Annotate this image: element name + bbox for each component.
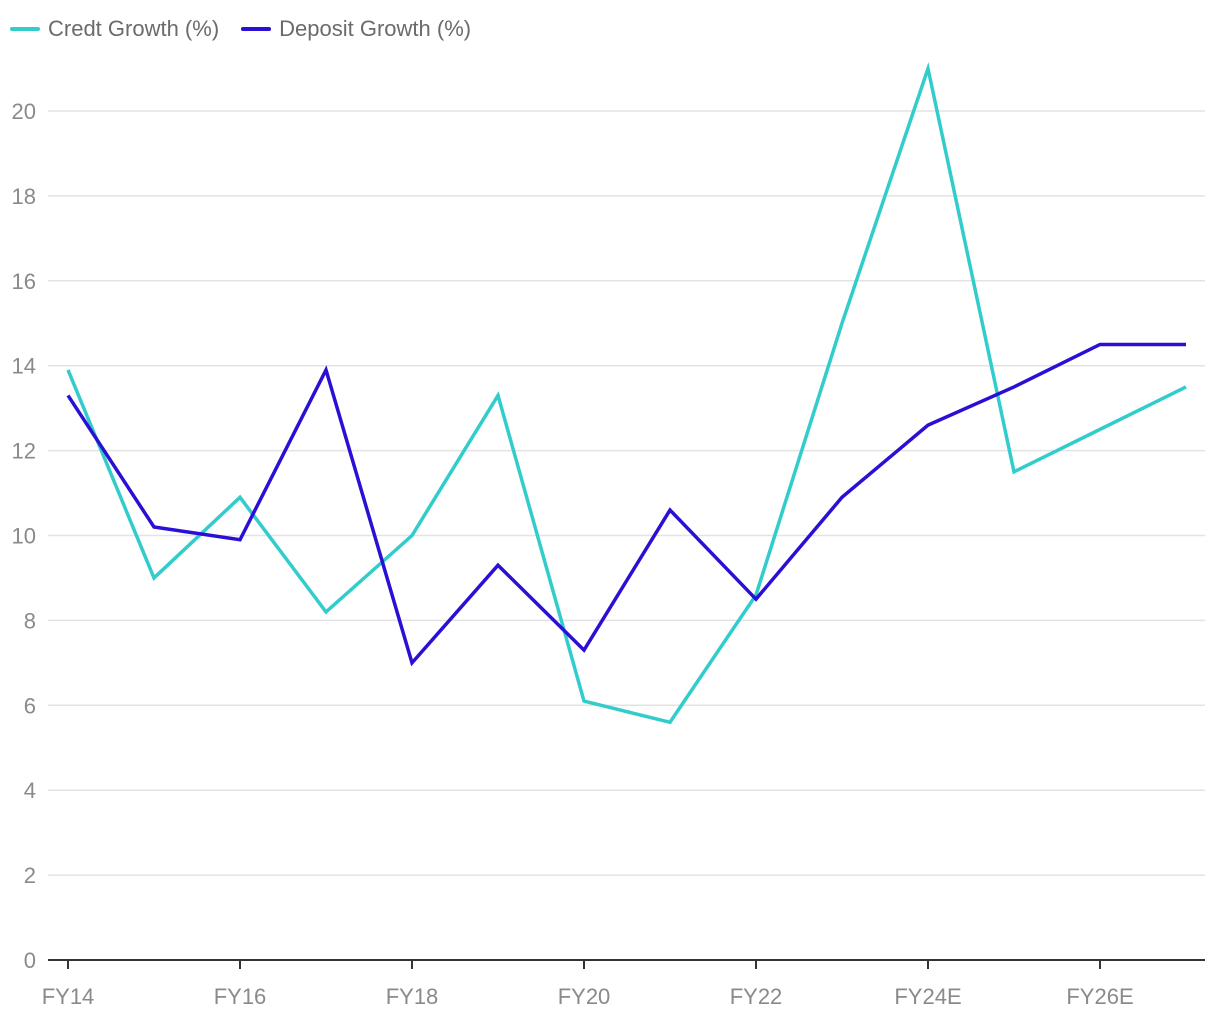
y-tick-label: 16 xyxy=(12,269,36,294)
y-tick-label: 14 xyxy=(12,354,36,379)
legend-swatch-credit xyxy=(10,27,40,31)
x-axis xyxy=(48,959,1205,969)
grid-lines xyxy=(48,110,1205,876)
x-tick-label: FY24E xyxy=(894,984,961,1009)
x-tick-label: FY16 xyxy=(214,984,267,1009)
y-tick-label: 18 xyxy=(12,184,36,209)
y-tick-label: 6 xyxy=(24,693,36,718)
y-tick-label: 20 xyxy=(12,99,36,124)
legend-label-deposit: Deposit Growth (%) xyxy=(279,16,472,41)
y-axis-tick-labels: 0 2 4 6 8 10 12 14 16 18 20 xyxy=(12,99,36,973)
x-tick-label: FY26E xyxy=(1066,984,1133,1009)
x-tick-label: FY14 xyxy=(42,984,95,1009)
legend-item-deposit[interactable]: Deposit Growth (%) xyxy=(241,16,471,42)
legend: Credt Growth (%) Deposit Growth (%) xyxy=(10,16,471,42)
y-tick-label: 4 xyxy=(24,778,36,803)
y-tick-label: 2 xyxy=(24,863,36,888)
y-tick-label: 10 xyxy=(12,524,36,549)
y-tick-label: 8 xyxy=(24,608,36,633)
x-tick-label: FY18 xyxy=(386,984,439,1009)
x-axis-tick-labels: FY14 FY16 FY18 FY20 FY22 FY24E FY26E xyxy=(42,984,1134,1009)
x-tick-label: FY20 xyxy=(558,984,611,1009)
series-line-deposit-growth[interactable] xyxy=(66,342,1186,667)
y-tick-label: 12 xyxy=(12,439,36,464)
y-tick-label: 0 xyxy=(24,948,36,973)
legend-item-credit[interactable]: Credt Growth (%) xyxy=(10,16,219,42)
x-tick-label: FY22 xyxy=(730,984,783,1009)
legend-label-credit: Credt Growth (%) xyxy=(48,16,220,41)
series-lines xyxy=(66,61,1187,725)
series-line-credit-growth[interactable] xyxy=(66,61,1187,725)
legend-swatch-deposit xyxy=(241,27,272,31)
